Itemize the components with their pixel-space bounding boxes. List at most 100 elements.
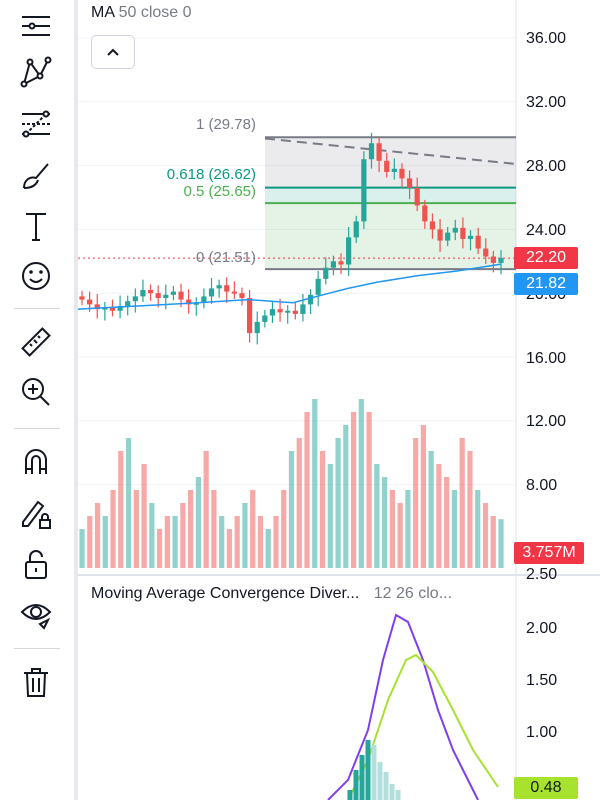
candle-body xyxy=(269,309,276,316)
emoji-icon[interactable] xyxy=(13,256,59,296)
volume-bar xyxy=(304,412,310,568)
price-axis-tick: 16.00 xyxy=(526,350,567,367)
candle-body xyxy=(208,288,215,297)
volume-bar xyxy=(413,438,419,568)
volume-bar xyxy=(172,516,178,568)
brush-icon[interactable] xyxy=(13,156,59,196)
drawing-toolbar xyxy=(0,0,74,800)
candle-body xyxy=(117,305,123,311)
candle-body xyxy=(361,159,367,222)
candle-body xyxy=(483,248,489,257)
candle-body xyxy=(315,278,321,295)
candle-body xyxy=(140,290,146,297)
macd-histogram-bar xyxy=(365,740,371,800)
volume-bar xyxy=(436,464,442,568)
volume-bar xyxy=(164,516,170,568)
volume-bar xyxy=(250,490,256,568)
volume-bar xyxy=(234,516,240,568)
chevron-up-icon xyxy=(107,48,119,56)
candle-body xyxy=(254,321,260,334)
ma-legend[interactable]: MA 50 close 0 xyxy=(91,4,192,22)
macd-histogram-bar xyxy=(395,790,401,800)
price-axis-tick: 28.00 xyxy=(526,158,567,175)
volume-bar xyxy=(219,516,225,568)
volume-bar xyxy=(288,451,295,568)
price-axis-tick: 12.00 xyxy=(526,413,567,430)
macd-axis-tick: 2.00 xyxy=(526,620,558,637)
volume-bar xyxy=(335,438,341,568)
fib-retracement-icon[interactable] xyxy=(13,104,59,144)
volume-bar xyxy=(374,464,380,568)
volume-bar xyxy=(87,516,93,568)
candle-body xyxy=(323,267,329,279)
macd-axis-tick: 1.50 xyxy=(526,672,558,689)
volume-bar xyxy=(350,412,357,568)
collapse-legend-button[interactable] xyxy=(91,35,135,69)
volume-bar xyxy=(327,464,333,568)
macd-legend[interactable]: Moving Average Convergence Diver... 12 2… xyxy=(91,585,452,603)
macd-histogram-bar xyxy=(377,762,383,800)
candle-body xyxy=(368,143,375,160)
candle-body xyxy=(429,221,436,230)
zoom-in-icon[interactable] xyxy=(13,372,59,412)
fib-trend-line xyxy=(264,137,517,165)
candle-body xyxy=(262,315,268,322)
candle-body xyxy=(422,205,428,222)
candle-body xyxy=(163,294,169,298)
volume-bar xyxy=(319,451,326,568)
volume-bar xyxy=(451,490,458,568)
ruler-icon[interactable] xyxy=(13,322,59,362)
macd-legend-params: 12 26 clo... xyxy=(373,585,453,602)
chart-area[interactable] xyxy=(78,0,600,800)
candle-body xyxy=(201,296,207,303)
volume-bar xyxy=(110,490,116,568)
candle-body xyxy=(330,261,336,268)
fib-zone xyxy=(265,187,516,204)
fib-level-label: 0.5 (25.65) xyxy=(183,183,256,200)
volume-bar xyxy=(467,451,473,568)
volume-bar xyxy=(382,477,388,568)
candle-body xyxy=(224,285,230,292)
volume-bar xyxy=(211,490,217,568)
candle-body xyxy=(285,310,291,313)
lock-drawing-icon[interactable] xyxy=(13,494,59,534)
price-chart[interactable] xyxy=(78,0,600,800)
candle-body xyxy=(384,160,390,172)
candle-body xyxy=(132,296,138,302)
candle-body xyxy=(346,237,352,265)
volume-bar xyxy=(195,477,201,568)
candle-body xyxy=(414,187,420,206)
magnet-icon[interactable] xyxy=(13,442,59,482)
candle-body xyxy=(239,293,245,298)
price-axis-tick: 8.00 xyxy=(526,477,558,494)
macd-histogram-bar xyxy=(371,745,377,800)
candle-body xyxy=(391,168,397,172)
candle-body xyxy=(102,307,108,310)
volume-bar xyxy=(242,503,248,568)
candle-body xyxy=(445,232,451,241)
unlock-icon[interactable] xyxy=(13,544,59,584)
candle-body xyxy=(155,293,161,298)
volume-bar xyxy=(79,529,85,568)
candle-body xyxy=(277,309,283,313)
candle-body xyxy=(170,291,177,295)
volume-bar xyxy=(149,503,155,568)
menu-icon[interactable] xyxy=(13,6,59,46)
volume-bar xyxy=(405,490,411,568)
fib-level-label: 1 (29.78) xyxy=(195,116,256,133)
pattern-icon[interactable] xyxy=(13,52,59,92)
volume-bar xyxy=(366,412,372,568)
macd-legend-name: Moving Average Convergence Diver... xyxy=(91,585,360,602)
volume-bar xyxy=(226,529,233,568)
candle-body xyxy=(399,168,405,179)
candle-body xyxy=(353,221,359,238)
trash-icon[interactable] xyxy=(13,662,59,702)
macd-histogram-bar xyxy=(353,770,359,800)
volume-bar xyxy=(141,464,147,568)
candle-body xyxy=(109,307,116,311)
ma-line xyxy=(78,263,502,310)
eye-icon[interactable] xyxy=(13,592,59,632)
volume-bar xyxy=(343,425,349,568)
price-axis-tick: 2.50 xyxy=(526,566,558,583)
text-icon[interactable] xyxy=(13,206,59,246)
